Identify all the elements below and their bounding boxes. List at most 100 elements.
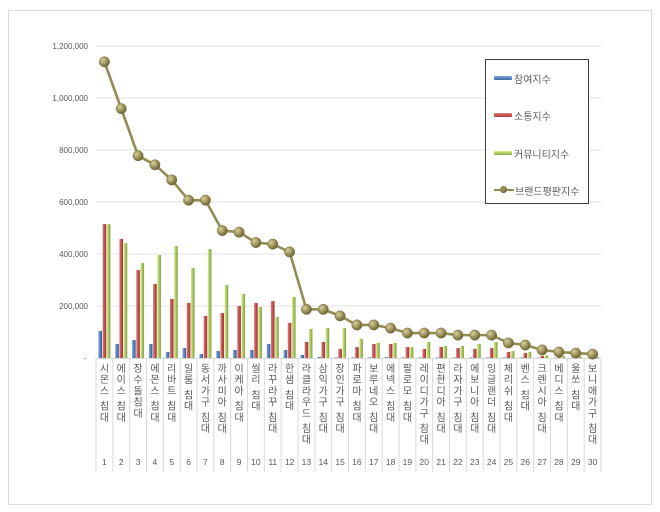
x-rank-number: 18 xyxy=(386,457,396,467)
bar-community xyxy=(376,342,380,358)
x-rank-number: 27 xyxy=(537,457,547,467)
legend-swatch-blue-icon xyxy=(494,76,512,80)
svg-text:가: 가 xyxy=(588,397,597,409)
category-bar-group xyxy=(485,341,498,358)
svg-text:대: 대 xyxy=(184,401,193,413)
svg-text:이: 이 xyxy=(420,374,429,386)
category-bar-group xyxy=(367,342,380,358)
bar-participation xyxy=(182,348,187,358)
svg-text:리: 리 xyxy=(504,374,513,386)
svg-text:아: 아 xyxy=(234,385,243,397)
svg-text:편: 편 xyxy=(436,363,445,375)
bar-communication xyxy=(304,341,309,358)
bar-community xyxy=(578,356,582,358)
svg-text:씰: 씰 xyxy=(251,363,260,375)
line-marker-icon xyxy=(183,194,195,206)
line-marker-icon xyxy=(553,346,565,358)
legend-label: 소통지수 xyxy=(514,111,551,123)
legend-item-communication: 소통지수 xyxy=(494,108,551,123)
svg-text:파: 파 xyxy=(352,363,361,375)
svg-text:침: 침 xyxy=(285,389,294,401)
legend-swatch-red-icon xyxy=(494,113,512,117)
line-marker-icon xyxy=(334,310,346,322)
bar-participation xyxy=(300,354,305,358)
svg-text:가: 가 xyxy=(453,385,462,397)
svg-text:이: 이 xyxy=(117,374,126,386)
x-rank-number: 22 xyxy=(453,457,463,467)
bar-community xyxy=(291,296,296,358)
bar-communication xyxy=(203,315,208,358)
bar-participation xyxy=(165,352,170,358)
bar-communication xyxy=(355,347,359,358)
bar-communication xyxy=(220,313,225,358)
svg-text:네: 네 xyxy=(369,385,378,397)
legend-label: 참여지수 xyxy=(514,74,551,86)
bar-communication xyxy=(119,238,124,358)
x-rank-number: 20 xyxy=(420,457,430,467)
svg-text:대: 대 xyxy=(319,423,328,435)
y-tick-label: 400,000 xyxy=(59,250,88,259)
svg-text:케: 케 xyxy=(234,374,243,386)
svg-text:리: 리 xyxy=(167,363,176,375)
bar-community xyxy=(190,268,195,358)
svg-text:침: 침 xyxy=(201,412,210,424)
svg-text:한: 한 xyxy=(285,363,294,375)
bar-participation xyxy=(468,357,473,358)
svg-text:침: 침 xyxy=(588,423,597,435)
category-bar-group xyxy=(216,284,229,358)
svg-text:미: 미 xyxy=(218,385,227,397)
x-rank-number: 14 xyxy=(319,457,329,467)
svg-text:대: 대 xyxy=(352,412,361,424)
category-bar-group xyxy=(182,268,195,358)
svg-text:라: 라 xyxy=(302,385,311,397)
svg-text:대: 대 xyxy=(218,423,227,435)
category-bar-group xyxy=(165,245,178,358)
line-marker-icon xyxy=(486,329,498,341)
bar-participation xyxy=(334,357,338,358)
legend-label: 브랜드평판지수 xyxy=(515,186,580,198)
svg-text:가: 가 xyxy=(335,385,344,397)
svg-text:니: 니 xyxy=(588,374,597,386)
x-rank-number: 17 xyxy=(369,457,379,467)
line-marker-icon xyxy=(317,303,329,315)
svg-text:시: 시 xyxy=(100,363,109,375)
svg-text:대: 대 xyxy=(403,412,412,424)
bar-participation xyxy=(401,357,406,358)
line-marker-icon xyxy=(452,329,464,341)
svg-text:애: 애 xyxy=(588,385,597,397)
x-rank-number: 13 xyxy=(302,457,312,467)
x-rank-number: 4 xyxy=(153,457,158,467)
svg-text:시: 시 xyxy=(537,385,546,397)
x-rank-number: 29 xyxy=(571,457,581,467)
bar-community xyxy=(477,343,481,358)
line-marker-icon xyxy=(216,225,228,237)
bar-communication xyxy=(338,348,342,358)
svg-text:구: 구 xyxy=(319,398,328,409)
line-marker-icon xyxy=(300,303,312,315)
bar-communication xyxy=(270,301,275,358)
bar-community xyxy=(157,255,161,358)
svg-text:몬: 몬 xyxy=(100,374,109,386)
svg-text:대: 대 xyxy=(386,412,395,424)
x-rank-number: 28 xyxy=(554,457,564,467)
svg-text:대: 대 xyxy=(100,412,109,424)
svg-text:니: 니 xyxy=(470,385,479,397)
svg-text:보: 보 xyxy=(369,363,378,375)
svg-text:구: 구 xyxy=(335,398,344,409)
x-rank-number: 1 xyxy=(102,457,107,467)
bar-participation xyxy=(485,357,490,358)
svg-text:장: 장 xyxy=(133,363,142,375)
svg-text:대: 대 xyxy=(369,423,378,435)
x-rank-number: 25 xyxy=(504,457,514,467)
svg-text:침: 침 xyxy=(420,423,429,435)
svg-text:한: 한 xyxy=(436,374,445,386)
svg-text:디: 디 xyxy=(420,385,429,397)
bar-communication xyxy=(489,348,494,358)
bar-community xyxy=(106,224,111,358)
svg-text:잉: 잉 xyxy=(487,363,496,375)
